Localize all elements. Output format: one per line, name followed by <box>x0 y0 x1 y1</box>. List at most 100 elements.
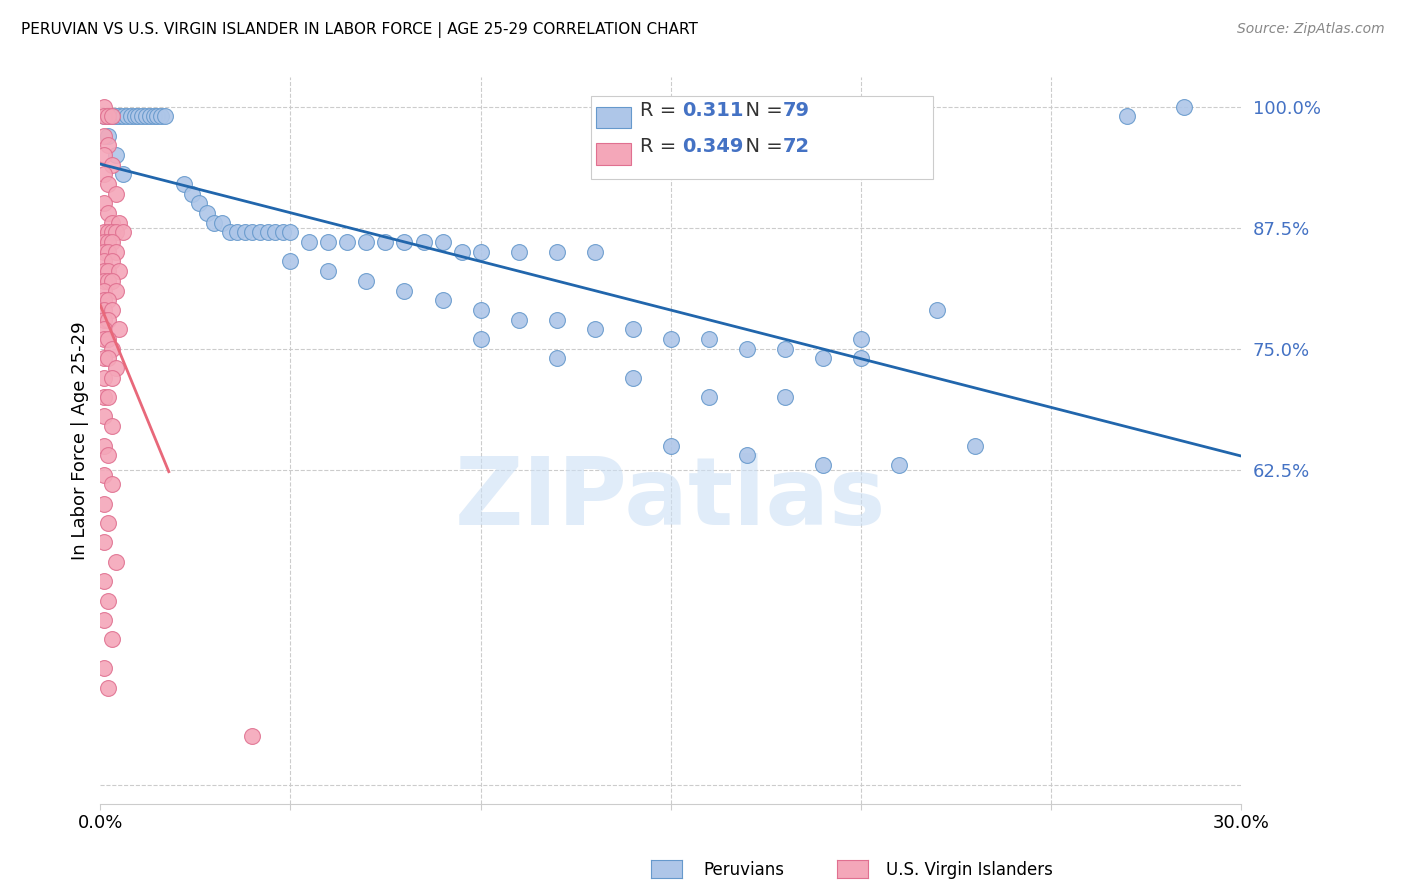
Point <box>93 128 115 143</box>
Point <box>93 148 115 162</box>
Point <box>97 390 120 404</box>
Point <box>100 226 122 240</box>
Point <box>108 322 131 336</box>
Point <box>120 109 142 123</box>
Point <box>104 244 127 259</box>
Point <box>93 196 115 211</box>
Point <box>146 109 169 123</box>
Point <box>97 448 120 462</box>
Point <box>100 419 122 434</box>
Point <box>93 99 115 113</box>
Point <box>1173 99 1195 113</box>
Point <box>100 235 122 249</box>
Point <box>97 206 120 220</box>
Point <box>394 235 416 249</box>
Point <box>583 244 606 259</box>
Y-axis label: In Labor Force | Age 25-29: In Labor Force | Age 25-29 <box>72 321 89 560</box>
Point <box>124 109 146 123</box>
Point <box>887 458 910 472</box>
Point <box>356 274 378 288</box>
Point <box>849 332 872 346</box>
Point <box>97 244 120 259</box>
Point <box>93 574 115 589</box>
Point <box>100 109 122 123</box>
Point <box>242 226 264 240</box>
Point <box>93 351 115 366</box>
Text: 79: 79 <box>782 101 810 120</box>
Point <box>508 312 530 326</box>
Point <box>97 138 120 153</box>
Point <box>811 351 834 366</box>
Text: Peruvians: Peruvians <box>703 861 785 879</box>
Point <box>97 109 120 123</box>
Point <box>450 244 472 259</box>
Point <box>394 284 416 298</box>
Point <box>131 109 153 123</box>
Point <box>412 235 434 249</box>
Point <box>97 177 120 191</box>
Point <box>93 312 115 326</box>
Point <box>211 216 233 230</box>
Point <box>93 254 115 268</box>
Point <box>659 332 682 346</box>
Point <box>546 351 568 366</box>
Point <box>100 254 122 268</box>
Point <box>432 235 454 249</box>
Point <box>735 448 758 462</box>
Point <box>546 312 568 326</box>
Text: N =: N = <box>734 137 789 156</box>
Text: U.S. Virgin Islanders: U.S. Virgin Islanders <box>886 861 1053 879</box>
Point <box>508 244 530 259</box>
Point <box>97 293 120 308</box>
Point <box>811 458 834 472</box>
Point <box>100 274 122 288</box>
Point <box>256 226 278 240</box>
Text: R =: R = <box>640 101 682 120</box>
Point <box>93 497 115 511</box>
Point <box>93 284 115 298</box>
Point <box>100 342 122 356</box>
Point <box>697 390 720 404</box>
Point <box>173 177 195 191</box>
Point <box>233 226 256 240</box>
Point <box>280 226 302 240</box>
Point <box>264 226 287 240</box>
Text: 0.311: 0.311 <box>682 101 744 120</box>
Point <box>336 235 359 249</box>
FancyBboxPatch shape <box>591 95 934 179</box>
Point <box>97 516 120 530</box>
Point <box>621 322 644 336</box>
Point <box>202 216 225 230</box>
Point <box>93 293 115 308</box>
Point <box>93 226 115 240</box>
Point <box>93 661 115 675</box>
Point <box>271 226 294 240</box>
Point <box>242 729 264 743</box>
Point <box>100 302 122 317</box>
Point <box>97 128 120 143</box>
Point <box>104 148 127 162</box>
Point <box>318 264 340 278</box>
Point <box>93 390 115 404</box>
Point <box>97 312 120 326</box>
Point <box>104 555 127 569</box>
Point <box>280 254 302 268</box>
Point <box>100 477 122 491</box>
Point <box>104 109 127 123</box>
Point <box>93 264 115 278</box>
Point <box>773 390 796 404</box>
Point <box>139 109 162 123</box>
Point <box>374 235 396 249</box>
Point <box>318 235 340 249</box>
Point <box>470 302 492 317</box>
Point <box>93 613 115 627</box>
Point <box>127 109 149 123</box>
Point <box>104 226 127 240</box>
Point <box>112 167 135 181</box>
Point <box>93 109 115 123</box>
Point <box>93 332 115 346</box>
Point <box>93 322 115 336</box>
Point <box>93 467 115 482</box>
Text: 72: 72 <box>782 137 810 156</box>
Point <box>108 216 131 230</box>
